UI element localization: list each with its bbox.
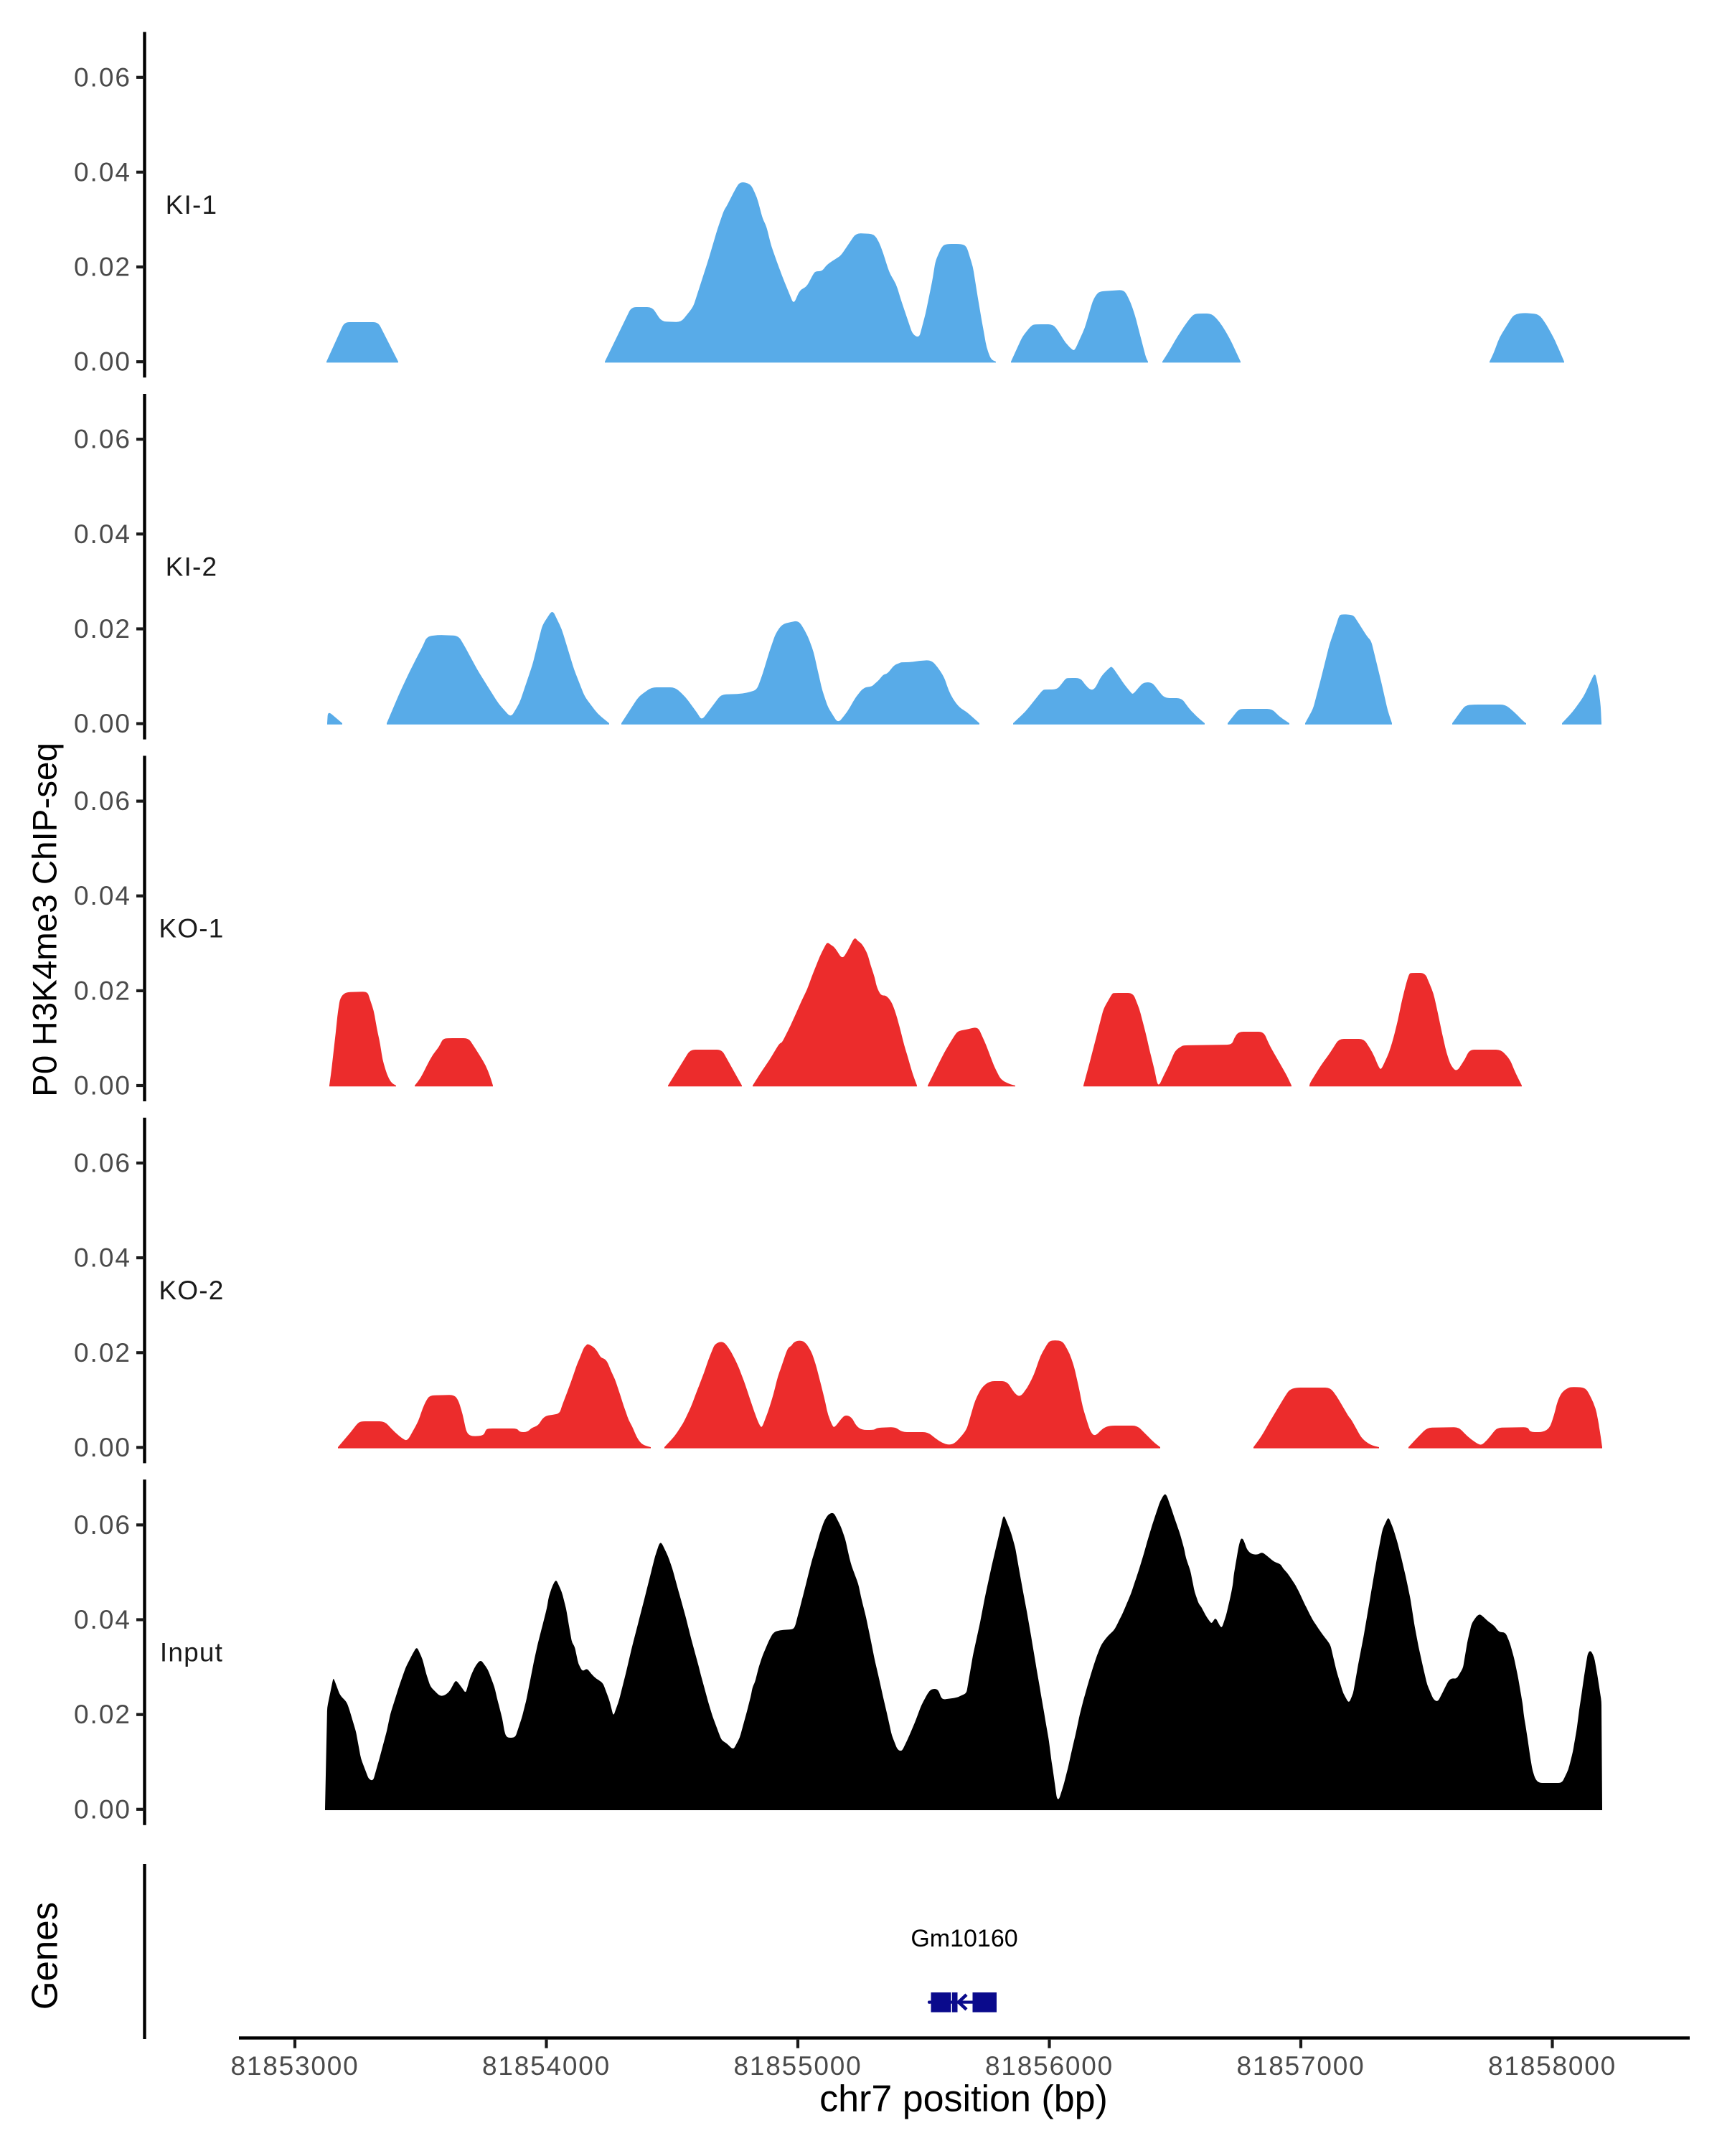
svg-text:Gm10160: Gm10160 [911,1925,1017,1952]
svg-text:81857000: 81857000 [1236,2051,1365,2081]
svg-text:0.06: 0.06 [74,1149,131,1178]
svg-text:P0 H3K4me3 ChIP-seq: P0 H3K4me3 ChIP-seq [27,743,65,1097]
svg-text:81858000: 81858000 [1488,2051,1617,2081]
svg-text:0.00: 0.00 [74,1433,131,1462]
svg-text:chr7 position (bp): chr7 position (bp) [819,2079,1108,2120]
svg-text:0.04: 0.04 [74,881,131,910]
svg-text:0.00: 0.00 [74,709,131,738]
svg-text:0.04: 0.04 [74,519,131,549]
svg-text:81855000: 81855000 [733,2051,862,2081]
svg-text:KO-2: KO-2 [159,1276,224,1305]
svg-text:0.06: 0.06 [74,62,131,92]
svg-text:Genes: Genes [24,1902,65,2010]
svg-text:81854000: 81854000 [482,2051,611,2081]
svg-text:KI-2: KI-2 [166,552,218,581]
svg-text:0.02: 0.02 [74,253,131,282]
svg-text:0.00: 0.00 [74,1071,131,1101]
svg-text:KI-1: KI-1 [166,190,218,220]
svg-text:0.04: 0.04 [74,157,131,187]
svg-text:0.00: 0.00 [74,1794,131,1824]
svg-text:0.02: 0.02 [74,1700,131,1729]
svg-text:0.04: 0.04 [74,1243,131,1273]
svg-text:0.06: 0.06 [74,425,131,454]
svg-text:0.02: 0.02 [74,1338,131,1367]
svg-text:0.00: 0.00 [74,347,131,377]
svg-text:0.04: 0.04 [74,1605,131,1634]
svg-text:KO-1: KO-1 [159,914,224,943]
svg-text:0.02: 0.02 [74,614,131,644]
svg-text:Input: Input [160,1638,223,1667]
svg-text:81853000: 81853000 [230,2051,359,2081]
svg-text:0.02: 0.02 [74,976,131,1005]
svg-text:0.06: 0.06 [74,786,131,816]
svg-text:0.06: 0.06 [74,1510,131,1540]
svg-text:81856000: 81856000 [985,2051,1114,2081]
